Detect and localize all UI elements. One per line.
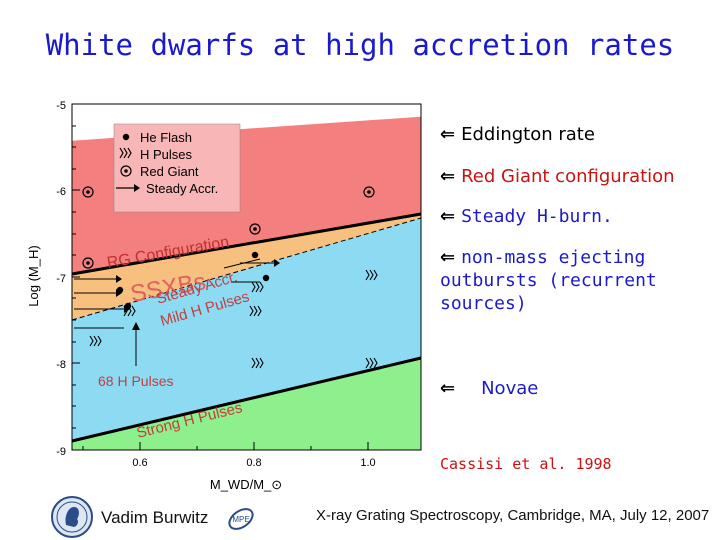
citation: Cassisi et al. 1998 xyxy=(440,455,612,473)
x-tick-label: 0.8 xyxy=(246,457,261,469)
y-tick-label: -7 xyxy=(56,273,66,285)
strong-pulses-region xyxy=(72,358,421,450)
red-giant-marker-dot xyxy=(124,169,128,173)
eddington-note: ⇐ Eddington rate xyxy=(440,124,595,145)
novae-text: Novae xyxy=(481,378,539,399)
y-tick-label: -6 xyxy=(56,186,66,198)
red-giant-points xyxy=(82,186,375,269)
h-pulse-points xyxy=(89,269,378,369)
left-arrow-icon: ⇐ xyxy=(440,124,456,145)
nonmass-line: sources) xyxy=(440,293,527,314)
red-giant-marker xyxy=(120,165,132,177)
nonmass-line: outbursts (recurrent xyxy=(440,270,657,291)
h-pulse-marker xyxy=(119,147,132,159)
y-axis-ticks xyxy=(72,103,369,450)
mpg-logo-icon xyxy=(51,496,93,538)
steady-boundary xyxy=(71,217,422,321)
y-tick-label: -9 xyxy=(56,446,66,458)
accretion-diagram: -5 -6 -7 -8 -9 Log (Ṁ_H) 0.6 0.8 1.0 M_W… xyxy=(28,100,422,492)
nonmass-note: ⇐ non-mass ejecting outbursts (recurrent … xyxy=(440,246,657,315)
he-flash-marker xyxy=(122,133,130,141)
steady-burn-text: Steady H-burn. xyxy=(461,206,613,227)
x-tick-label: 0.6 xyxy=(132,457,147,469)
red-giant-text: Red Giant configuration xyxy=(461,166,675,187)
left-arrow-icon: ⇐ xyxy=(440,166,456,187)
nonmass-line: non-mass ejecting xyxy=(461,247,646,268)
legend-he-flash: He Flash xyxy=(140,130,192,145)
strong-boundary xyxy=(71,356,422,443)
legend-h-pulses: H Pulses xyxy=(140,147,193,162)
y-tick-label: -8 xyxy=(56,359,66,371)
conference-footer: X-ray Grating Spectroscopy, Cambridge, M… xyxy=(316,507,710,524)
pulses-pointer-arrowhead xyxy=(132,322,140,330)
svg-text:MPE: MPE xyxy=(232,515,249,524)
steady-accr-arrows xyxy=(74,258,274,329)
red-giant-note: ⇐ Red Giant configuration xyxy=(440,166,675,187)
left-arrow-icon: ⇐ xyxy=(440,247,456,268)
red-giant-boundary xyxy=(71,212,422,276)
y-axis-label: Log (Ṁ_H) xyxy=(28,245,41,306)
mild-pulses-region xyxy=(72,218,421,441)
legend-steady-accr: Steady Accr. xyxy=(146,181,218,196)
author-name: Vadim Burwitz xyxy=(101,508,209,527)
x-tick-label: 1.0 xyxy=(360,457,375,469)
steady-burning-region xyxy=(72,214,421,320)
legend-box xyxy=(113,123,241,213)
y-tick-label: -5 xyxy=(56,100,66,112)
steady-burn-note: ⇐ Steady H-burn. xyxy=(440,206,613,227)
red-giant-point-dots xyxy=(86,190,371,265)
68-pulses-label: 68 H Pulses xyxy=(98,373,173,389)
steady-accr-arrowhead xyxy=(134,184,140,192)
novae-note: ⇐ Novae xyxy=(440,378,538,399)
mpe-logo-icon: MPE xyxy=(228,508,254,530)
eddington-text: Eddington rate xyxy=(461,124,595,145)
x-axis-label: M_WD/M_⊙ xyxy=(210,477,282,492)
steady-accr-arrowheads xyxy=(116,259,280,313)
slide-title: White dwarfs at high accretion rates xyxy=(45,28,675,62)
left-arrow-icon: ⇐ xyxy=(440,378,456,399)
legend-red-giant: Red Giant xyxy=(140,164,199,179)
left-arrow-icon: ⇐ xyxy=(440,206,456,227)
